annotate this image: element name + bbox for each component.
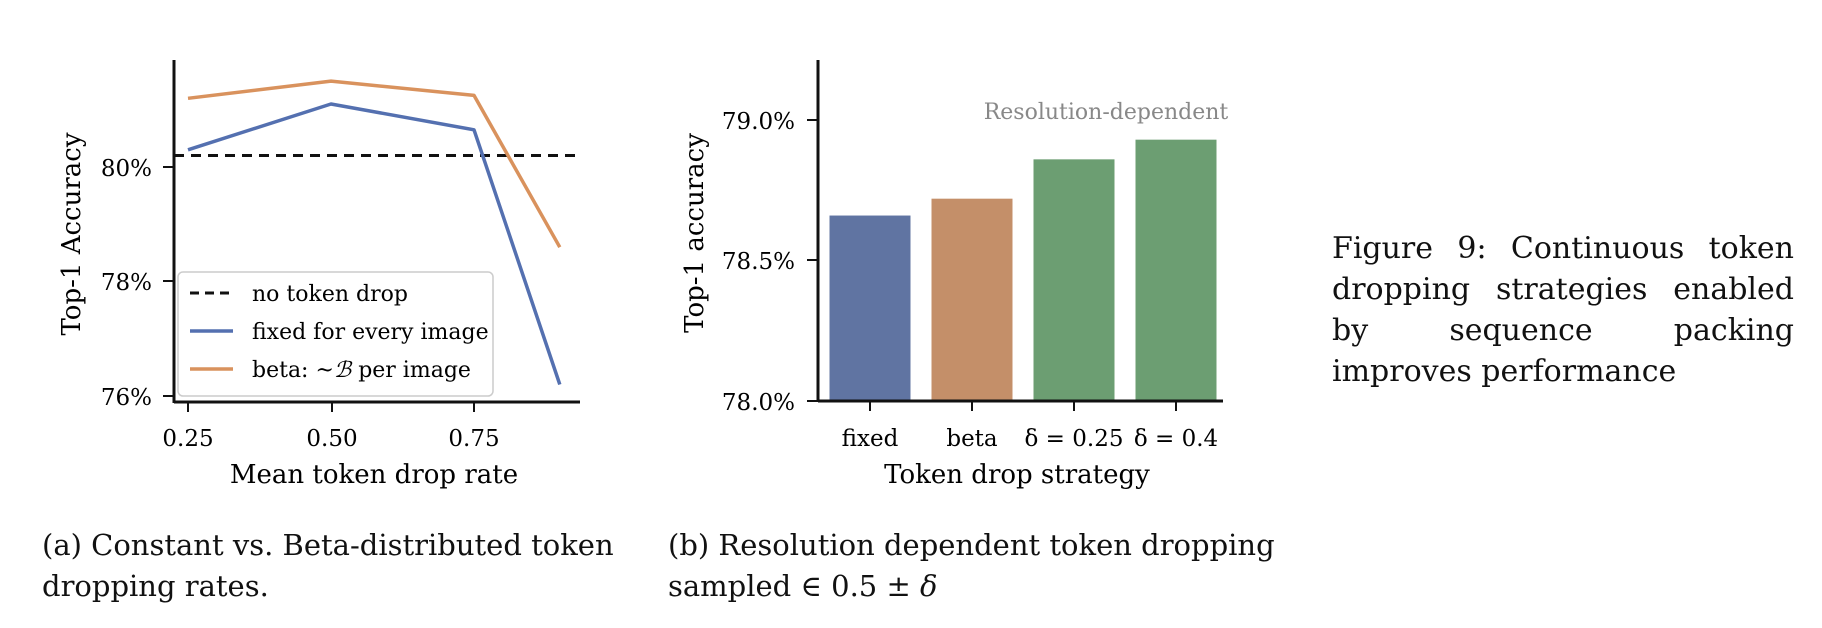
series-line-fixed: [187, 102, 562, 386]
chart-b: fixed beta δ = 0.25 δ = 0.4 78.0% 78.5% 79.…: [680, 60, 1228, 490]
legend-box: [177, 271, 494, 397]
chart-b-bars: fixed beta δ = 0.25 δ = 0.4: [829, 139, 1218, 452]
caption-b-delta: δ: [920, 569, 938, 603]
chart-b-xtick-label: fixed: [842, 426, 899, 452]
legend-label-fixed: fixed for every image: [252, 320, 489, 345]
chart-a-xtick-label: 0.25: [162, 426, 213, 452]
chart-b-ytick-label: 78.0%: [722, 390, 795, 416]
chart-b-annotation: Resolution-dependent: [984, 100, 1229, 125]
chart-a-series: [174, 79, 580, 386]
chart-b-xlabel: Token drop strategy: [884, 460, 1150, 490]
legend-label-beta: beta: ~ℬ per image: [252, 358, 471, 383]
chart-a: 76% 78% 80% 0.25 0.50 0.75 Mean token dr…: [57, 60, 580, 490]
chart-a-ylabel: Top-1 Accuracy: [57, 132, 87, 335]
chart-a-legend: no token drop fixed for every image beta…: [177, 271, 494, 397]
chart-a-xtick-label: 0.50: [306, 426, 357, 452]
chart-a-ytick-label: 78%: [101, 270, 152, 296]
legend-label-beta-math: ~ℬ: [315, 358, 352, 383]
figure-caption: Figure 9: Continuous token dropping stra…: [1332, 231, 1794, 389]
bar-3: [1135, 139, 1217, 402]
chart-a-ytick-label: 80%: [101, 156, 152, 182]
series-line-beta: [187, 79, 562, 249]
chart-b-ytick-label: 79.0%: [722, 109, 795, 135]
legend-label-beta-prefix: beta:: [252, 358, 315, 383]
chart-a-xtick-label: 0.75: [448, 426, 499, 452]
bar-1: [931, 198, 1013, 401]
caption-b: (b) Resolution dependent token dropping …: [668, 525, 1308, 607]
chart-b-xtick-label: beta: [946, 426, 998, 452]
chart-b-ylabel: Top-1 accuracy: [680, 133, 710, 333]
bar-2: [1033, 159, 1115, 401]
chart-b-xtick-label: δ = 0.4: [1134, 426, 1218, 452]
chart-a-xlabel: Mean token drop rate: [230, 460, 518, 490]
chart-b-ytick-label: 78.5%: [722, 249, 795, 275]
caption-b-text: (b) Resolution dependent token dropping …: [668, 528, 1275, 603]
bar-0: [829, 215, 911, 401]
legend-label-beta-suffix: per image: [351, 358, 471, 383]
chart-a-ytick-label: 76%: [101, 385, 152, 411]
chart-b-xtick-label: δ = 0.25: [1025, 426, 1124, 452]
legend-label-no-drop: no token drop: [252, 282, 408, 307]
caption-a: (a) Constant vs. Beta-distributed token …: [42, 528, 614, 603]
